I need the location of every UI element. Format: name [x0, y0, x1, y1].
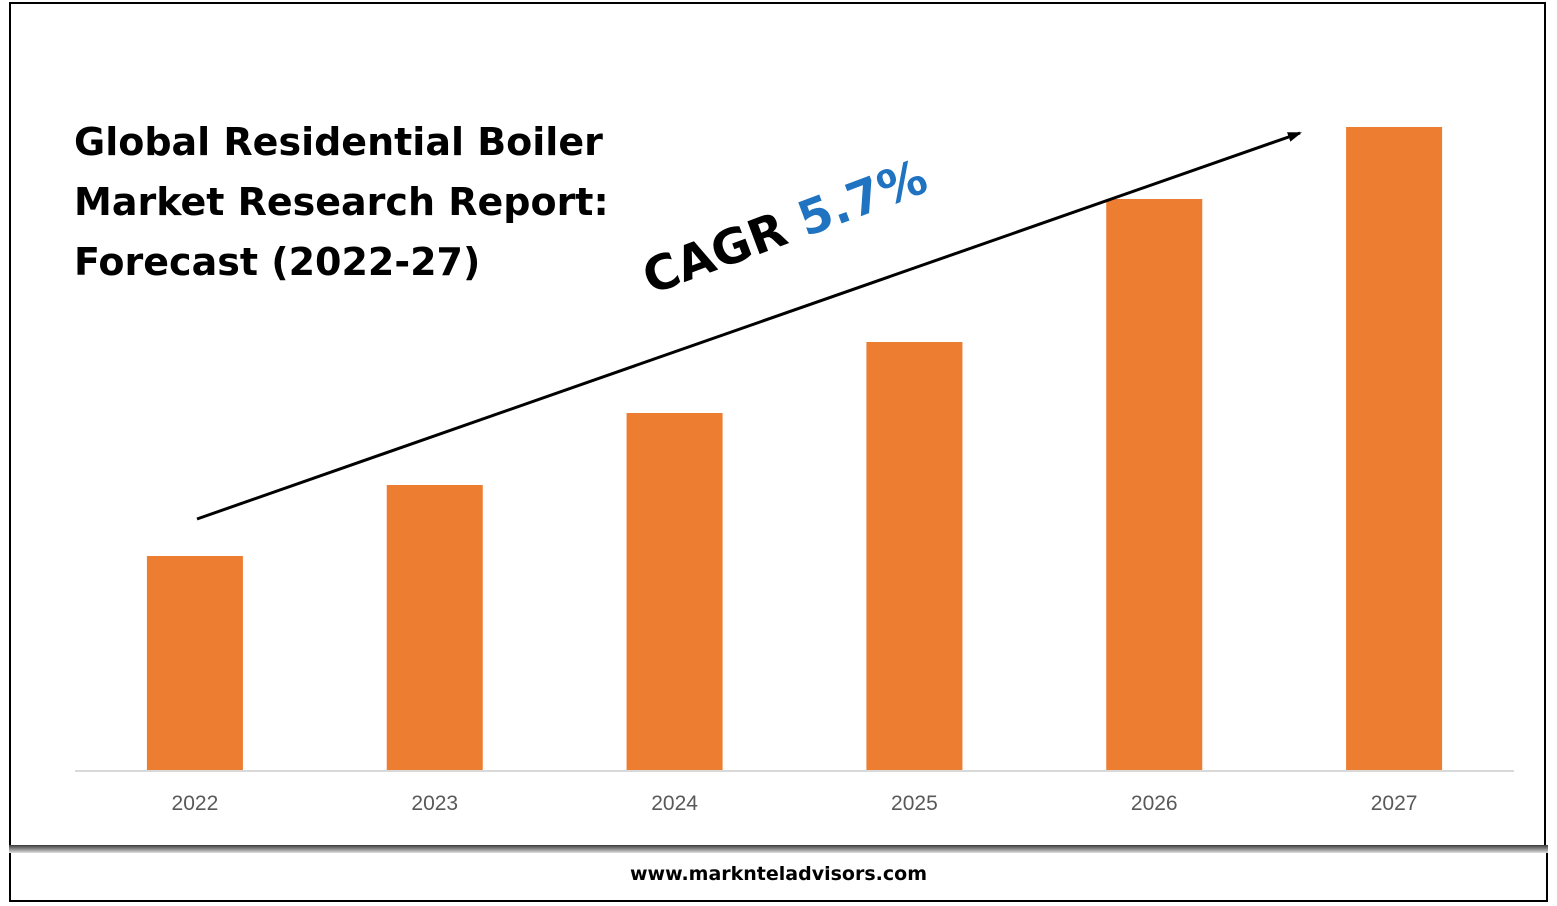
- footer-shadow: [9, 845, 1548, 853]
- x-tick-label-2027: 2027: [1371, 792, 1418, 815]
- footer: www.marknteladvisors.com: [9, 853, 1548, 902]
- x-tick-label-2024: 2024: [651, 792, 698, 815]
- bar-2027: [1346, 127, 1443, 770]
- x-tick-label-2022: 2022: [172, 792, 219, 815]
- bar-2025: [866, 342, 963, 770]
- chart-frame: [9, 2, 1546, 847]
- title-line-1: Global Residential Boiler: [74, 120, 603, 164]
- website-link[interactable]: www.marknteladvisors.com: [630, 863, 927, 885]
- title-line-2: Market Research Report:: [74, 180, 609, 224]
- x-tick-label-2026: 2026: [1131, 792, 1178, 815]
- x-tick-label-2023: 2023: [411, 792, 458, 815]
- x-tick-label-2025: 2025: [891, 792, 938, 815]
- bar-2023: [386, 485, 483, 770]
- chart-title: Global Residential Boiler Market Researc…: [74, 112, 634, 292]
- bar-2026: [1106, 199, 1203, 770]
- bar-2024: [626, 413, 723, 770]
- bar-2022: [146, 556, 243, 770]
- title-line-3: Forecast (2022-27): [74, 240, 481, 284]
- trend-arrow: [196, 131, 1302, 521]
